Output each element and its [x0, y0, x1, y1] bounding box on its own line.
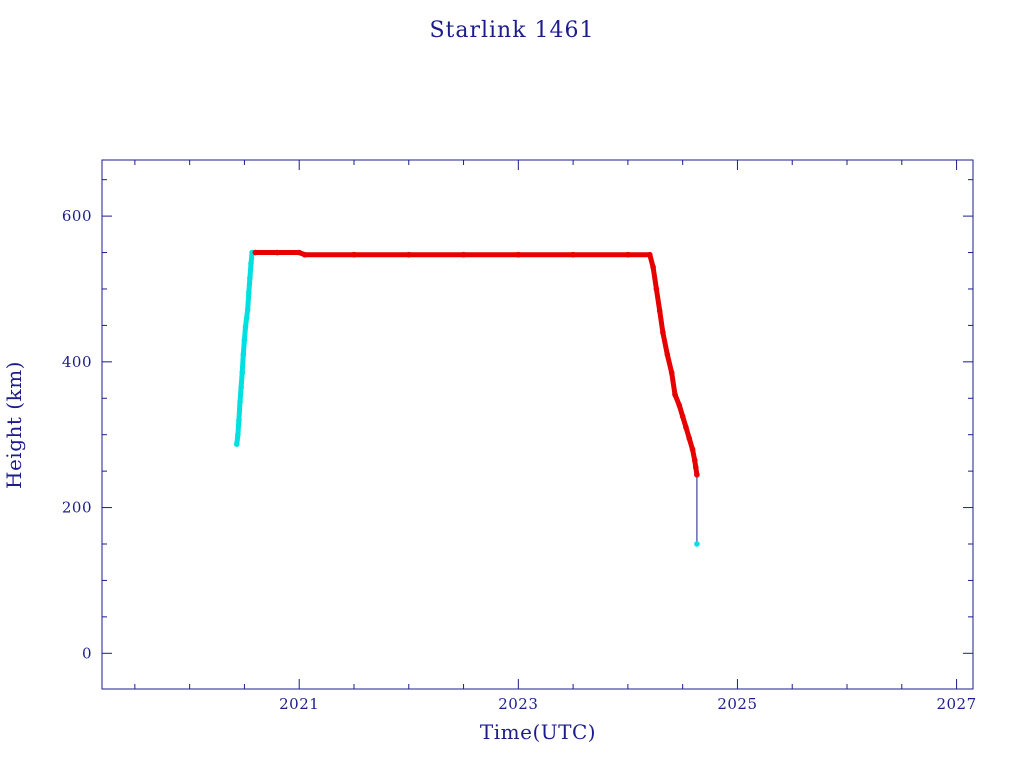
data-point: [238, 384, 244, 391]
series-2: [694, 541, 700, 547]
data-point: [694, 541, 700, 547]
data-point: [237, 399, 243, 405]
data-point: [570, 251, 576, 258]
data-point: [646, 251, 653, 258]
x-axis-label: Time(UTC): [480, 720, 596, 744]
y-axis-label: Height (km): [2, 361, 26, 489]
data-point: [240, 351, 247, 358]
series-1: [252, 249, 700, 478]
data-point: [656, 308, 663, 314]
axis-tick-labels: 2021 2023 2025 2027 0 200 400 600: [62, 207, 976, 713]
x-tick-label: 2025: [717, 695, 757, 713]
data-point: [301, 251, 308, 258]
data-point: [625, 251, 631, 258]
data-point: [460, 251, 467, 258]
data-point: [247, 275, 253, 281]
data-point: [653, 286, 660, 292]
data-point: [689, 446, 696, 453]
y-tick-label: 400: [62, 353, 92, 371]
data-point: [686, 435, 693, 442]
data-point: [274, 249, 281, 256]
x-tick-label: 2027: [936, 695, 976, 713]
x-tick-label: 2021: [279, 695, 319, 713]
data-point: [691, 457, 698, 464]
series-trace: [252, 250, 700, 478]
data-point: [235, 431, 241, 438]
series-trace: [234, 250, 255, 447]
data-point: [252, 249, 259, 256]
data-point: [233, 441, 240, 447]
data-point: [679, 413, 686, 420]
y-tick-label: 0: [82, 644, 92, 662]
data-point: [668, 369, 675, 376]
data-point: [244, 306, 251, 313]
data-point: [242, 324, 249, 330]
x-tick-label: 2023: [498, 695, 538, 713]
data-point: [660, 329, 666, 336]
y-tick-label: 600: [62, 207, 92, 225]
data-points: [233, 249, 700, 547]
axis-ticks: [102, 160, 973, 689]
chart-title: Starlink 1461: [429, 18, 594, 43]
series-0: [233, 249, 255, 447]
data-point: [246, 289, 252, 296]
data-point: [515, 251, 522, 258]
data-point: [672, 391, 678, 398]
data-point: [239, 369, 246, 376]
data-point: [683, 424, 689, 431]
data-point: [236, 417, 242, 423]
data-point: [243, 315, 250, 321]
data-point: [650, 264, 656, 270]
data-point: [693, 464, 699, 471]
data-point: [241, 337, 248, 343]
y-tick-label: 200: [62, 499, 92, 517]
plot-frame: [101, 159, 974, 690]
data-point: [296, 249, 303, 256]
data-point: [694, 471, 700, 478]
data-point: [351, 251, 357, 258]
data-point: [248, 260, 254, 267]
data-point: [676, 402, 683, 409]
data-point: [664, 351, 671, 358]
data-point: [405, 251, 412, 258]
